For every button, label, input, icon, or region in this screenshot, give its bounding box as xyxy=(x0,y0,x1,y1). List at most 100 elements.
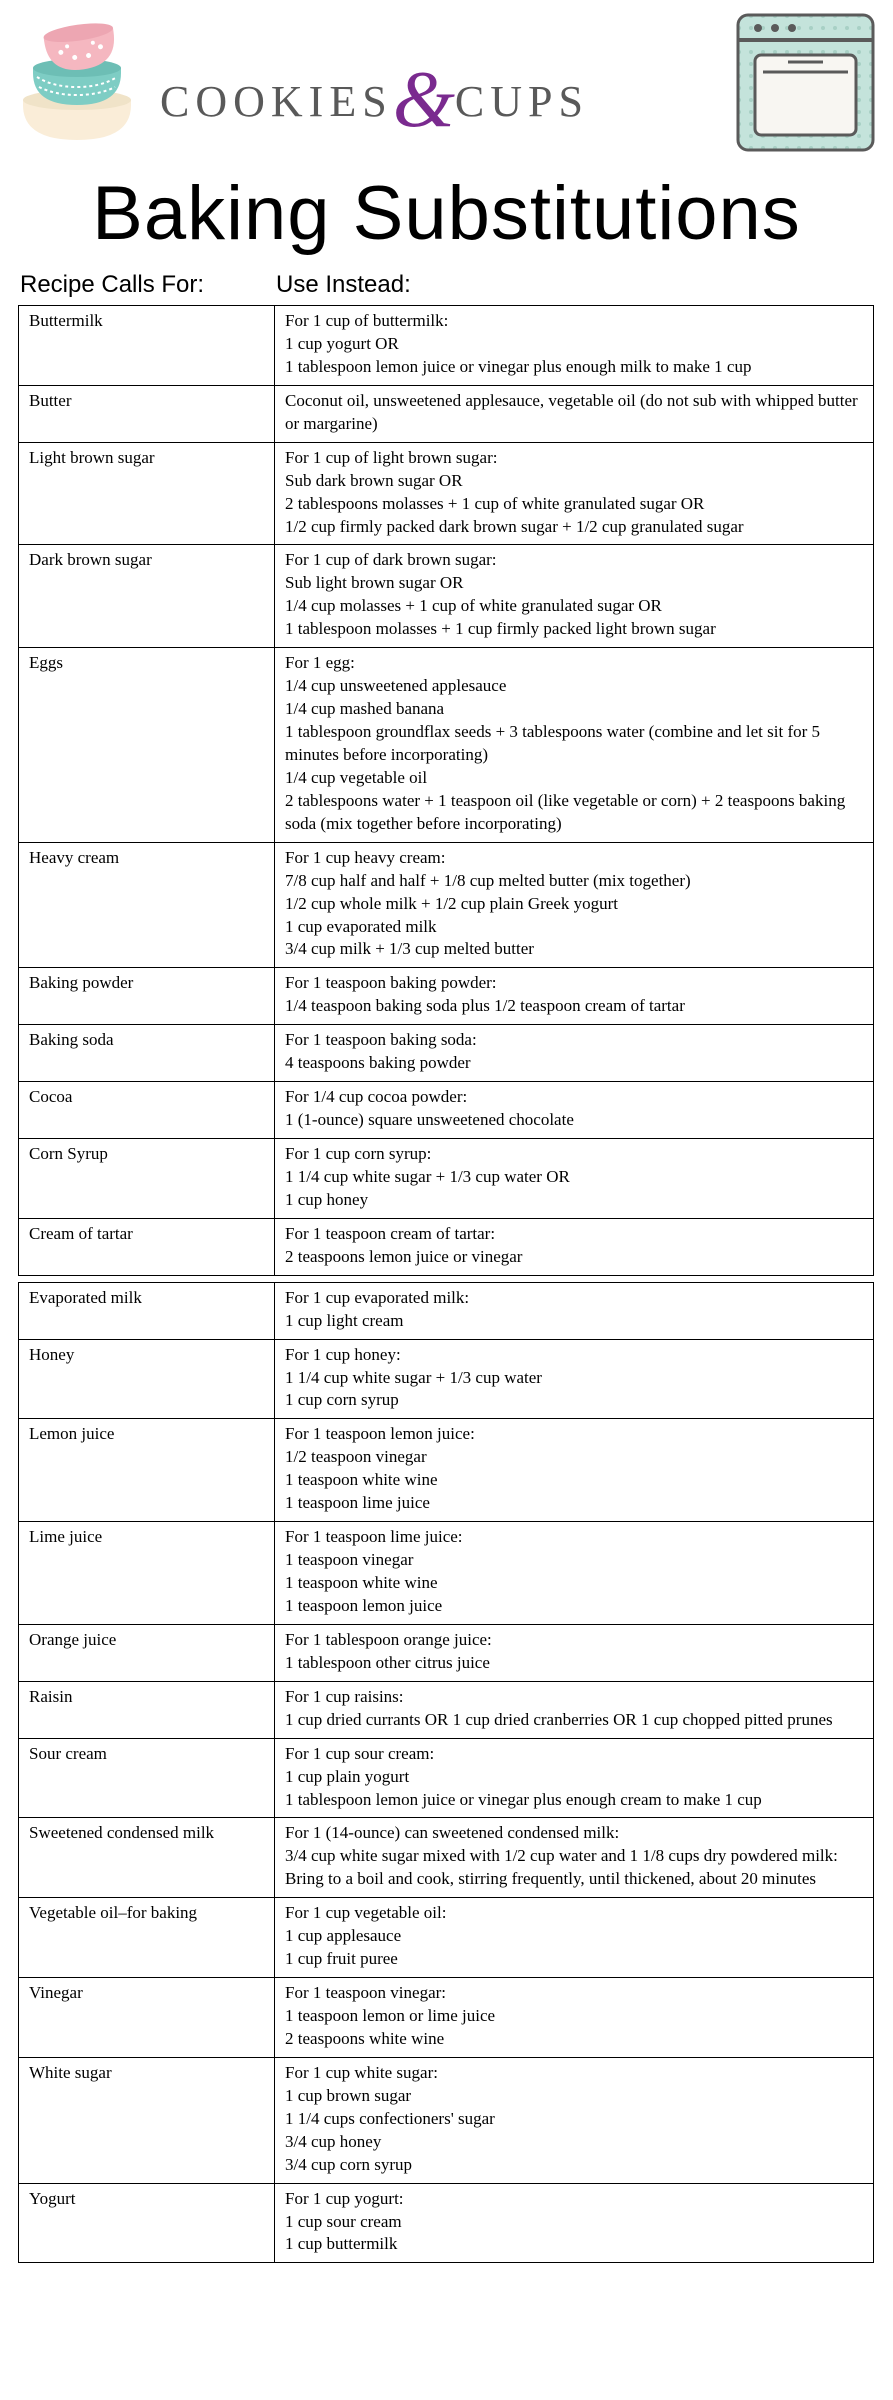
substitute-cell: For 1 (14-ounce) can sweetened condensed… xyxy=(275,1818,874,1898)
table-row: Vegetable oil–for baking For 1 cup vegeta… xyxy=(19,1898,874,1978)
substitute-line: For 1 teaspoon vinegar: xyxy=(285,1982,863,2005)
logo: COOKIES&CUPS xyxy=(160,45,589,136)
ingredient-cell: Yogurt xyxy=(19,2183,275,2263)
substitute-line: 4 teaspoons baking powder xyxy=(285,1052,863,1075)
substitute-line: For 1 cup yogurt: xyxy=(285,2188,863,2211)
substitute-line: 1 cup yogurt OR xyxy=(285,333,863,356)
substitute-cell: Coconut oil, unsweetened applesauce, veg… xyxy=(275,385,874,442)
substitute-line: 1 cup light cream xyxy=(285,1310,863,1333)
substitute-line: 3/4 cup milk + 1/3 cup melted butter xyxy=(285,938,863,961)
table-row: HoneyFor 1 cup honey:1 1/4 cup white sug… xyxy=(19,1339,874,1419)
ingredient-cell: Vegetable oil–for baking xyxy=(19,1898,275,1978)
table-row: Sour creamFor 1 cup sour cream:1 cup pla… xyxy=(19,1738,874,1818)
substitute-line: For 1 cup vegetable oil: xyxy=(285,1902,863,1925)
substitute-cell: For 1 tablespoon orange juice:1 tablespo… xyxy=(275,1624,874,1681)
ingredient-cell: Corn Syrup xyxy=(19,1139,275,1219)
substitute-cell: For 1 teaspoon baking soda:4 teaspoons b… xyxy=(275,1025,874,1082)
substitute-line: For 1 cup white sugar: xyxy=(285,2062,863,2085)
logo-cups: CUPS xyxy=(455,77,589,126)
substitute-line: 1 cup applesauce xyxy=(285,1925,863,1948)
column-headers: Recipe Calls For: Use Instead: xyxy=(0,257,893,305)
header: COOKIES&CUPS xyxy=(0,0,893,190)
table-row: Heavy creamFor 1 cup heavy cream:7/8 cup… xyxy=(19,842,874,968)
ingredient-cell: Butter xyxy=(19,385,275,442)
substitute-line: 1/4 cup molasses + 1 cup of white granul… xyxy=(285,595,863,618)
substitute-line: 1 cup dried currants OR 1 cup dried cran… xyxy=(285,1709,863,1732)
table-row: CocoaFor 1/4 cup cocoa powder:1 (1-ounce… xyxy=(19,1082,874,1139)
bowls-icon xyxy=(15,15,140,145)
substitute-line: 3/4 cup white sugar mixed with 1/2 cup w… xyxy=(285,1845,863,1891)
substitute-line: 1 tablespoon other citrus juice xyxy=(285,1652,863,1675)
substitute-cell: For 1 cup of buttermilk:1 cup yogurt OR1… xyxy=(275,306,874,386)
substitute-cell: For 1 cup of dark brown sugar:Sub light … xyxy=(275,545,874,648)
substitute-cell: For 1 egg:1/4 cup unsweetened applesauce… xyxy=(275,648,874,843)
table-row: Baking powderFor 1 teaspoon baking powde… xyxy=(19,968,874,1025)
substitute-line: For 1 cup of buttermilk: xyxy=(285,310,863,333)
substitute-line: For 1 cup raisins: xyxy=(285,1686,863,1709)
table-row: Dark brown sugarFor 1 cup of dark brown … xyxy=(19,545,874,648)
substitute-line: 1/4 teaspoon baking soda plus 1/2 teaspo… xyxy=(285,995,863,1018)
substitute-cell: For 1 cup white sugar:1 cup brown sugar1… xyxy=(275,2057,874,2183)
substitute-line: 2 teaspoons white wine xyxy=(285,2028,863,2051)
table-row: Sweetened condensed milkFor 1 (14-ounce)… xyxy=(19,1818,874,1898)
ingredient-cell: Cream of tartar xyxy=(19,1218,275,1275)
substitute-line: 1/4 cup unsweetened applesauce xyxy=(285,675,863,698)
ingredient-cell: Lime juice xyxy=(19,1522,275,1625)
substitute-line: 1 teaspoon lemon juice xyxy=(285,1595,863,1618)
substitute-line: 1 teaspoon vinegar xyxy=(285,1549,863,1572)
oven-icon xyxy=(733,10,878,155)
substitute-line: For 1 cup corn syrup: xyxy=(285,1143,863,1166)
table-row: Yogurt For 1 cup yogurt:1 cup sour cream1… xyxy=(19,2183,874,2263)
substitute-line: 1 cup buttermilk xyxy=(285,2233,863,2256)
header-use-instead: Use Instead: xyxy=(276,271,411,299)
substitute-line: Coconut oil, unsweetened applesauce, veg… xyxy=(285,390,863,436)
ingredient-cell: Light brown sugar xyxy=(19,442,275,545)
substitute-line: 1 cup brown sugar xyxy=(285,2085,863,2108)
substitute-line: 2 teaspoons lemon juice or vinegar xyxy=(285,1246,863,1269)
substitute-line: For 1 teaspoon lemon juice: xyxy=(285,1423,863,1446)
substitute-line: 3/4 cup honey xyxy=(285,2131,863,2154)
ingredient-cell: Buttermilk xyxy=(19,306,275,386)
substitute-line: For 1 cup evaporated milk: xyxy=(285,1287,863,1310)
substitute-line: For 1 cup of dark brown sugar: xyxy=(285,549,863,572)
substitute-line: For 1/4 cup cocoa powder: xyxy=(285,1086,863,1109)
substitute-line: 1 1/4 cup white sugar + 1/3 cup water OR xyxy=(285,1166,863,1189)
table-row: Cream of tartarFor 1 teaspoon cream of t… xyxy=(19,1218,874,1275)
substitute-line: 1 cup honey xyxy=(285,1189,863,1212)
substitute-line: For 1 teaspoon baking soda: xyxy=(285,1029,863,1052)
substitute-line: Sub light brown sugar OR xyxy=(285,572,863,595)
table-row: RaisinFor 1 cup raisins:1 cup dried curr… xyxy=(19,1681,874,1738)
substitute-cell: For 1 cup corn syrup:1 1/4 cup white sug… xyxy=(275,1139,874,1219)
substitute-line: 1/4 cup mashed banana xyxy=(285,698,863,721)
header-calls-for: Recipe Calls For: xyxy=(20,271,276,299)
substitute-cell: For 1/4 cup cocoa powder:1 (1-ounce) squ… xyxy=(275,1082,874,1139)
substitute-line: 3/4 cup corn syrup xyxy=(285,2154,863,2177)
substitutions-table-2: Evaporated milkFor 1 cup evaporated milk… xyxy=(18,1282,874,2264)
substitute-cell: For 1 cup of light brown sugar:Sub dark … xyxy=(275,442,874,545)
table-row: ButterCoconut oil, unsweetened applesauc… xyxy=(19,385,874,442)
substitute-line: For 1 egg: xyxy=(285,652,863,675)
ingredient-cell: Lemon juice xyxy=(19,1419,275,1522)
substitute-line: 1 teaspoon white wine xyxy=(285,1572,863,1595)
table-row: Evaporated milkFor 1 cup evaporated milk… xyxy=(19,1282,874,1339)
page-container: COOKIES&CUPS Baking Substitutions Recipe… xyxy=(0,0,893,2263)
substitute-line: For 1 cup sour cream: xyxy=(285,1743,863,1766)
ingredient-cell: White sugar xyxy=(19,2057,275,2183)
substitute-line: 1 tablespoon lemon juice or vinegar plus… xyxy=(285,356,863,379)
ingredient-cell: Cocoa xyxy=(19,1082,275,1139)
table-row: VinegarFor 1 teaspoon vinegar:1 teaspoon… xyxy=(19,1978,874,2058)
ingredient-cell: Sour cream xyxy=(19,1738,275,1818)
substitute-cell: For 1 teaspoon lime juice:1 teaspoon vin… xyxy=(275,1522,874,1625)
substitute-cell: For 1 teaspoon baking powder:1/4 teaspoo… xyxy=(275,968,874,1025)
substitute-cell: For 1 cup honey:1 1/4 cup white sugar + … xyxy=(275,1339,874,1419)
substitute-cell: For 1 cup heavy cream:7/8 cup half and h… xyxy=(275,842,874,968)
table-row: Baking sodaFor 1 teaspoon baking soda:4 … xyxy=(19,1025,874,1082)
ingredient-cell: Vinegar xyxy=(19,1978,275,2058)
table-row: Lime juiceFor 1 teaspoon lime juice:1 te… xyxy=(19,1522,874,1625)
table-row: Corn SyrupFor 1 cup corn syrup:1 1/4 cup… xyxy=(19,1139,874,1219)
table-row: Lemon juiceFor 1 teaspoon lemon juice:1/… xyxy=(19,1419,874,1522)
ingredient-cell: Honey xyxy=(19,1339,275,1419)
substitute-line: For 1 cup honey: xyxy=(285,1344,863,1367)
substitute-line: For 1 (14-ounce) can sweetened condensed… xyxy=(285,1822,863,1845)
substitute-line: 1 cup sour cream xyxy=(285,2211,863,2234)
